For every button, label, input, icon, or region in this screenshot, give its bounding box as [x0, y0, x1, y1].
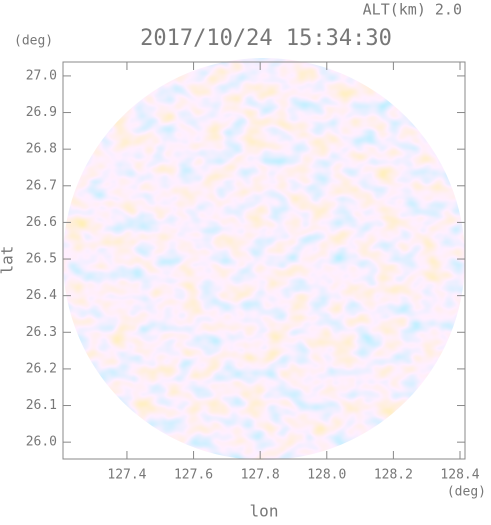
y-tick-label: 26.2: [26, 361, 57, 376]
x-tick-label: 128.2: [374, 468, 413, 483]
x-axis-label: lon: [250, 502, 279, 521]
x-tick-label: 128.0: [307, 468, 346, 483]
y-tick-label: 26.4: [26, 288, 57, 303]
y-axis-label: lat: [0, 246, 17, 275]
x-tick-label: 127.4: [107, 468, 146, 483]
x-tick-label: 128.4: [440, 468, 479, 483]
x-unit: (deg): [447, 485, 486, 500]
plot-frame: [62, 61, 466, 460]
y-tick-label: 26.8: [26, 142, 57, 157]
y-tick-label: 26.3: [26, 325, 57, 340]
chart-title: 2017/10/24 15:34:30: [140, 26, 392, 51]
y-tick-label: 26.5: [26, 252, 57, 267]
y-tick-label: 27.0: [26, 68, 57, 83]
y-tick-label: 26.6: [26, 215, 57, 230]
y-tick-label: 26.1: [26, 398, 57, 413]
x-tick-label: 127.6: [174, 468, 213, 483]
y-tick-label: 26.9: [26, 105, 57, 120]
y-tick-label: 26.7: [26, 178, 57, 193]
y-tick-label: 26.0: [26, 435, 57, 450]
radar-field: [63, 58, 465, 460]
y-unit: (deg): [14, 34, 53, 49]
reflectivity-texture: [63, 58, 465, 460]
altitude-label: ALT(km) 2.0: [363, 1, 462, 19]
x-tick-label: 127.8: [241, 468, 280, 483]
